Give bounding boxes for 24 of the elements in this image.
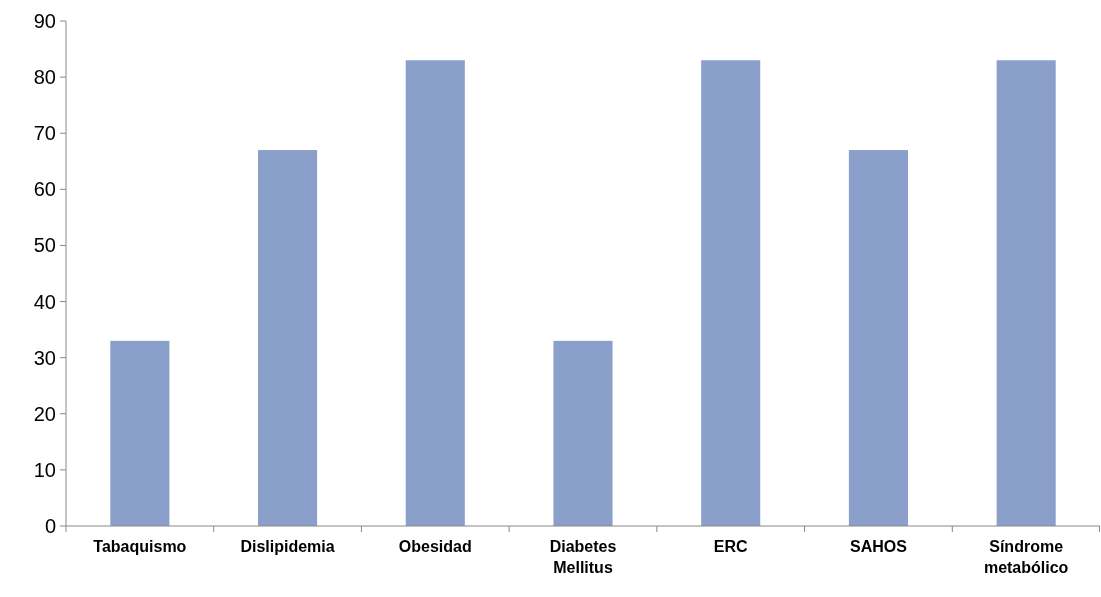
x-tick-label: Dislipidemia xyxy=(240,538,335,555)
x-tick-label: Diabetes Mellitus xyxy=(549,538,617,576)
x-tick-label: Obesidad xyxy=(398,538,472,555)
bar xyxy=(553,340,613,526)
bar xyxy=(110,340,170,526)
x-tick-label: Tabaquismo xyxy=(93,538,187,555)
y-tick-label: 20 xyxy=(33,402,56,425)
bar xyxy=(405,60,465,526)
y-tick-label: 70 xyxy=(33,122,56,145)
y-tick-label: 0 xyxy=(44,515,56,537)
x-tick-label: Síndrome metabólico xyxy=(983,538,1069,576)
y-tick-label: 60 xyxy=(33,178,56,201)
bar xyxy=(701,60,761,526)
y-tick-label: 80 xyxy=(33,66,56,89)
y-tick-label: 50 xyxy=(33,234,56,257)
x-tick-label: ERC xyxy=(713,538,749,555)
bar xyxy=(996,60,1056,526)
y-tick-label: 10 xyxy=(33,458,56,481)
bar xyxy=(258,150,318,526)
bar xyxy=(848,150,908,526)
x-tick-label: SAHOS xyxy=(849,538,908,555)
y-tick-label: 30 xyxy=(33,346,56,369)
y-tick-label: 40 xyxy=(33,290,56,313)
y-tick-label: 90 xyxy=(33,10,56,32)
